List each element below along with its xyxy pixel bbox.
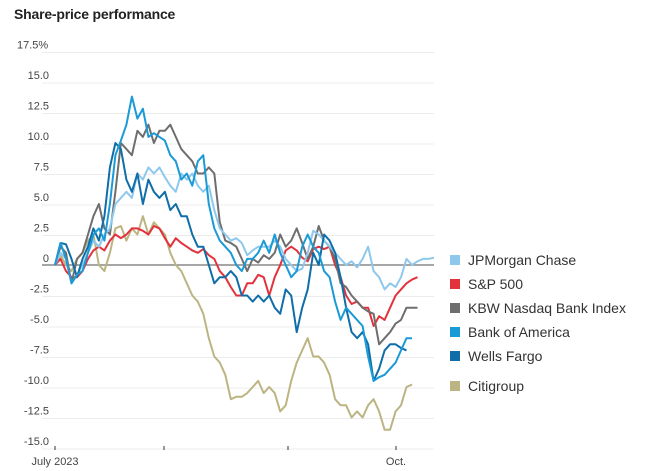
legend-swatch (450, 351, 460, 361)
y-tick-label: -12.5 (24, 406, 49, 418)
legend: JPMorgan Chase S&P 500 KBW Nasdaq Bank Ind… (450, 248, 626, 398)
y-tick-label: 12.5 (28, 101, 49, 113)
y-tick-label: 10.0 (28, 131, 49, 143)
legend-swatch (450, 303, 460, 313)
legend-swatch (450, 255, 460, 265)
legend-label: JPMorgan Chase (468, 252, 577, 268)
y-tick-label: 5.0 (34, 192, 49, 204)
legend-swatch (450, 381, 460, 391)
y-tick-label: 0 (43, 253, 49, 265)
legend-label: Wells Fargo (468, 348, 543, 364)
y-tick-label: -2.5 (30, 284, 49, 296)
series-line-kbw-nasdaq-bank-index (54, 123, 418, 346)
series-lines (54, 95, 435, 431)
series-line-wells-fargo (54, 142, 407, 382)
legend-item: KBW Nasdaq Bank Index (450, 296, 626, 320)
y-axis-labels: 17.5% 15.0 12.5 10.0 7.5 5.0 2.5 0 -2.5 -5.0 -7.5 -… (17, 40, 49, 449)
series-line-bank-of-america (54, 95, 412, 382)
series-line-citigroup (54, 215, 413, 431)
chart-title: Share-price performance (14, 6, 176, 22)
x-tick-label: Oct. (386, 456, 406, 468)
y-tick-label: 7.5 (34, 162, 49, 174)
legend-item: JPMorgan Chase (450, 248, 626, 272)
legend-item: Wells Fargo (450, 344, 626, 368)
legend-item: S&P 500 (450, 272, 626, 296)
legend-swatch (450, 279, 460, 289)
x-tick-label: July 2023 (31, 456, 78, 468)
legend-swatch (450, 327, 460, 337)
legend-item: Citigroup (450, 374, 626, 398)
y-tick-label: 15.0 (28, 70, 49, 82)
y-tick-label: -15.0 (24, 436, 49, 448)
y-tick-label: -5.0 (30, 314, 49, 326)
y-tick-label: -7.5 (30, 345, 49, 357)
y-tick-label: 17.5% (17, 40, 48, 52)
y-tick-label: 2.5 (34, 223, 49, 235)
legend-label: Citigroup (468, 378, 525, 394)
x-axis: July 2023 Oct. (31, 446, 406, 468)
legend-label: S&P 500 (468, 276, 524, 292)
legend-item: Bank of America (450, 320, 626, 344)
legend-label: Bank of America (468, 324, 570, 340)
legend-label: KBW Nasdaq Bank Index (468, 300, 626, 316)
series-line-jpmorgan-chase (54, 166, 435, 291)
y-tick-label: -10.0 (24, 375, 49, 387)
